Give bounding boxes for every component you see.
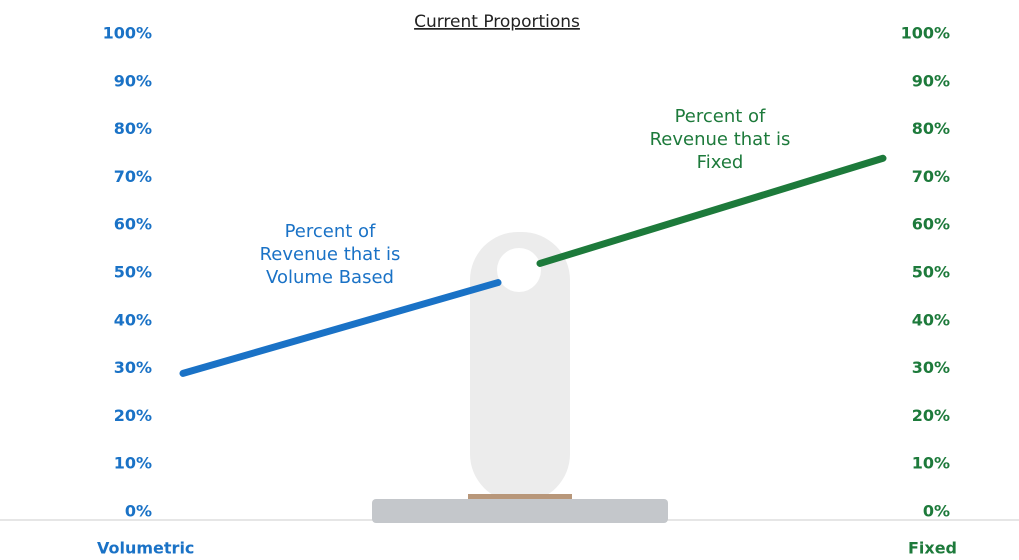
y-tick-label: 100%	[103, 24, 152, 43]
annotation: Percent of Revenue that is Fixed	[649, 106, 791, 173]
pivot-post	[470, 232, 570, 502]
pivot-strip	[468, 494, 572, 500]
y-tick-label: 20%	[114, 406, 152, 425]
y2-tick-label: 90%	[912, 71, 950, 90]
chart-title: Current Proportions	[414, 12, 580, 32]
series-line	[536, 154, 887, 267]
y2-tick-label: 80%	[912, 119, 950, 138]
y-tick-label: 30%	[114, 358, 152, 377]
y-tick-label: 70%	[114, 167, 152, 186]
y2-tick-label: 10%	[912, 454, 950, 473]
y2-tick-label: 30%	[912, 358, 950, 377]
y2-tick-label: 70%	[912, 167, 950, 186]
y-tick-label: 60%	[114, 215, 152, 234]
y-tick-label: 90%	[114, 71, 152, 90]
y-tick-label: 10%	[114, 454, 152, 473]
pivot-base	[372, 499, 668, 523]
x-tick-label: Fixed	[908, 539, 957, 558]
x-tick-label: Volumetric	[97, 539, 194, 558]
y2-tick-label: 100%	[901, 24, 950, 43]
y2-tick-label: 60%	[912, 215, 950, 234]
y2-tick-label: 50%	[912, 263, 950, 282]
pivot-hole	[497, 248, 541, 292]
annotation: Percent of Revenue that is Volume Based	[259, 221, 401, 288]
series-line	[179, 279, 502, 377]
y-tick-label: 80%	[114, 119, 152, 138]
y2-tick-label: 20%	[912, 406, 950, 425]
y-tick-label: 40%	[114, 310, 152, 329]
y2-tick-label: 0%	[923, 502, 950, 521]
y-tick-label: 0%	[125, 502, 152, 521]
y-tick-label: 50%	[114, 263, 152, 282]
y2-tick-label: 40%	[912, 310, 950, 329]
